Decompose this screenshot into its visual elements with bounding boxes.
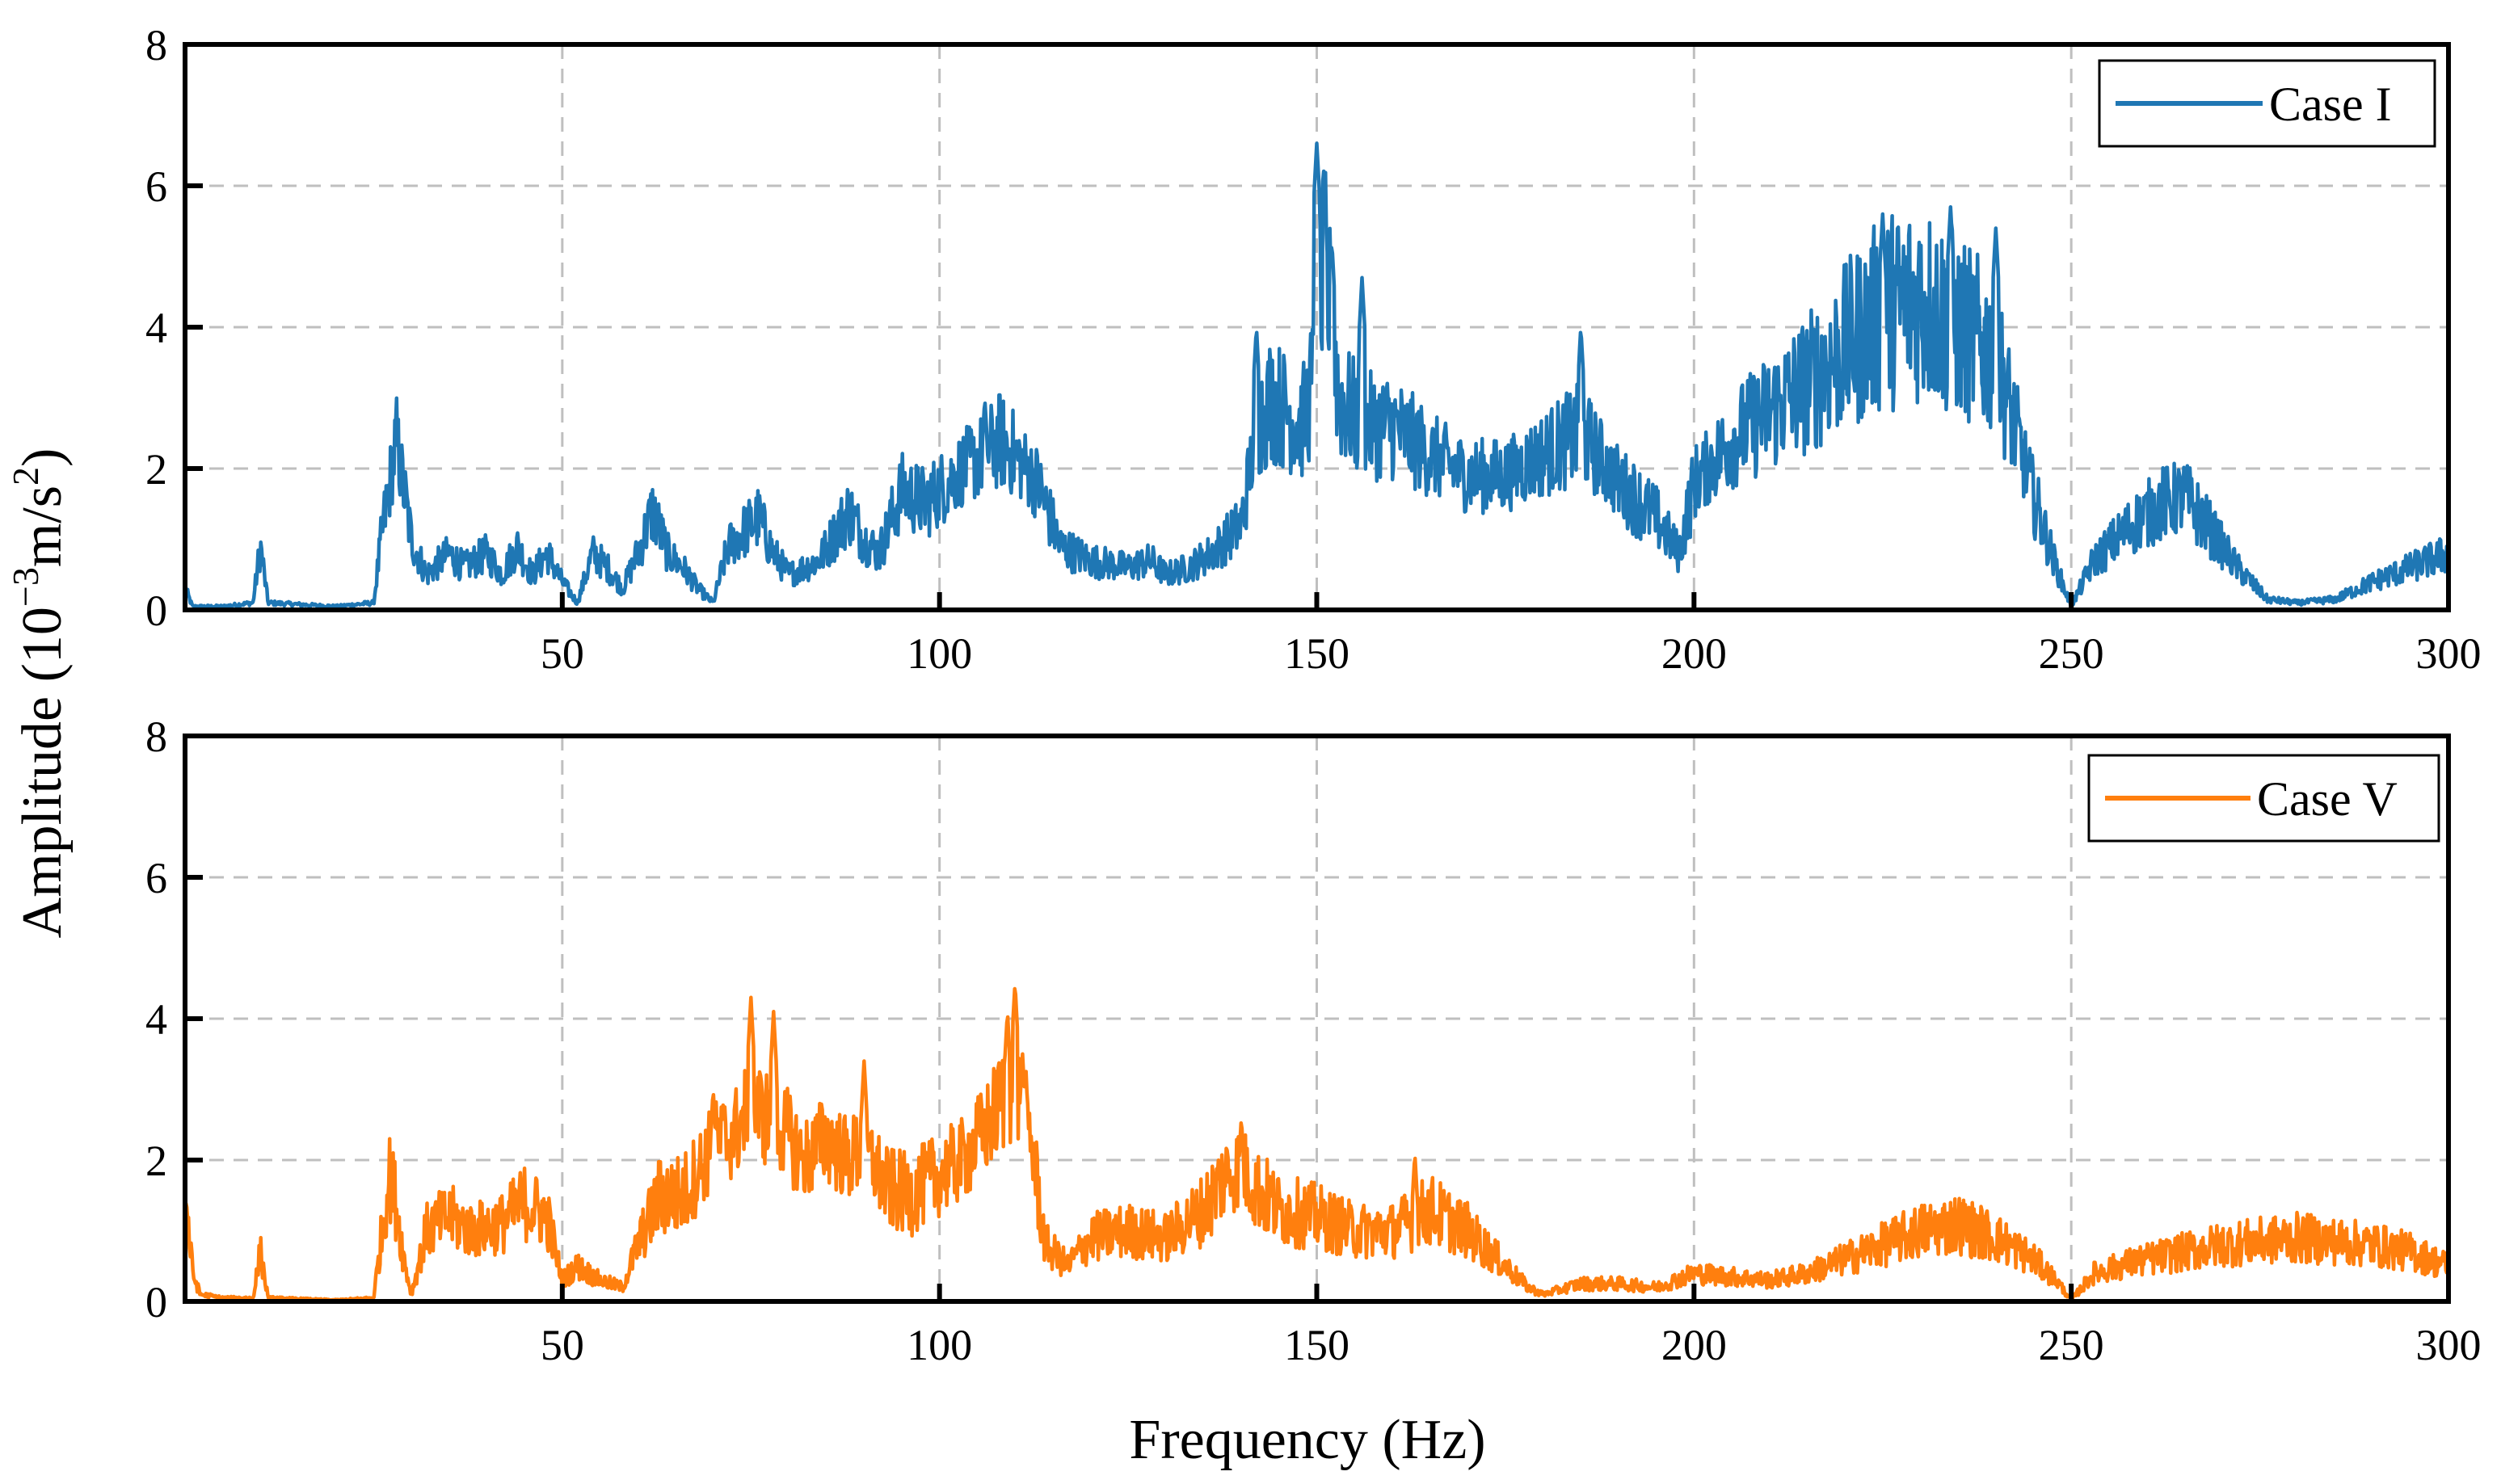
ticks: 50 100 150 200 250 300 0 2 4 6 8 xyxy=(145,21,2482,678)
x-tick-label: 100 xyxy=(907,1321,972,1369)
x-tick-label: 50 xyxy=(541,1321,584,1369)
x-tick-label: 50 xyxy=(541,629,584,678)
y-tick-label: 2 xyxy=(145,445,167,494)
panel-case-1: 50 100 150 200 250 300 0 2 4 6 8 Case I xyxy=(145,21,2482,678)
x-axis-title: Frequency (Hz) xyxy=(1129,1409,1485,1471)
y-tick-label: 8 xyxy=(145,713,167,761)
x-tick-label: 200 xyxy=(1661,1321,1727,1369)
legend-label-case-1: Case I xyxy=(2269,78,2392,131)
y-tick-label: 6 xyxy=(145,854,167,902)
y-tick-label: 0 xyxy=(145,586,167,635)
x-tick-label: 100 xyxy=(907,629,972,678)
x-tick-label: 250 xyxy=(2039,1321,2104,1369)
y-axis-title: Amplitude (10−3m/s2) xyxy=(5,448,74,939)
panel-case-5: 50 100 150 200 250 300 0 2 4 6 8 Case V xyxy=(145,713,2482,1369)
y-tick-label: 2 xyxy=(145,1137,167,1185)
y-tick-label: 6 xyxy=(145,162,167,211)
x-tick-label: 250 xyxy=(2039,629,2104,678)
y-tick-label: 4 xyxy=(145,995,167,1044)
legend: Case V xyxy=(2087,754,2440,843)
y-tick-label: 0 xyxy=(145,1278,167,1326)
y-tick-label: 4 xyxy=(145,304,167,352)
legend-label-case-5: Case V xyxy=(2257,772,2398,826)
x-tick-label: 200 xyxy=(1661,629,1727,678)
x-tick-label: 300 xyxy=(2416,1321,2482,1369)
legend: Case I xyxy=(2098,59,2436,148)
x-tick-label: 300 xyxy=(2416,629,2482,678)
x-tick-label: 150 xyxy=(1284,1321,1349,1369)
x-tick-label: 150 xyxy=(1284,629,1349,678)
y-tick-label: 8 xyxy=(145,21,167,69)
ticks: 50 100 150 200 250 300 0 2 4 6 8 xyxy=(145,713,2482,1369)
